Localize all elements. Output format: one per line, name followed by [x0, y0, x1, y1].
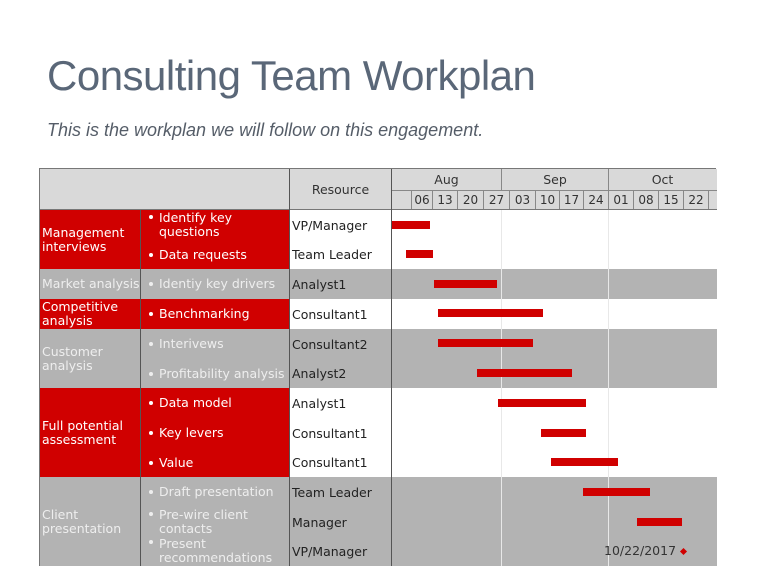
month-oct: Oct — [608, 169, 716, 190]
week-24: 24 — [583, 190, 608, 209]
bullet-icon — [149, 460, 153, 465]
band-customer — [289, 329, 717, 388]
task-bg-management — [140, 210, 289, 269]
resource-cell: Consultant1 — [292, 425, 368, 441]
bullet-icon — [149, 342, 153, 346]
week-blank-end — [708, 190, 716, 209]
bullet-icon — [149, 371, 153, 376]
bullet-icon — [149, 540, 153, 544]
task-profitability-analysis: Profitability analysis — [141, 359, 289, 388]
bullet-icon — [149, 312, 153, 316]
resource-cell: Manager — [292, 514, 347, 530]
bullet-icon — [149, 490, 153, 494]
gantt-bar-key-levers — [541, 429, 586, 437]
slide-title: Consulting Team Workplan — [47, 52, 536, 99]
gantt-bar-value — [551, 458, 618, 466]
task-data-model: Data model — [141, 388, 289, 418]
resource-cell: Analyst2 — [292, 366, 347, 381]
bullet-icon — [149, 401, 153, 405]
resource-cell: VP/Manager — [292, 217, 368, 233]
gantt-bar-identify-key-questions — [392, 221, 430, 229]
gantt-bar-pre-wire-client-contacts — [637, 518, 682, 526]
bullet-icon — [149, 282, 153, 286]
resource-divider — [289, 169, 290, 566]
milestone-date-label: 10/22/2017 — [604, 543, 677, 558]
band-management — [289, 210, 717, 269]
week-15: 15 — [658, 190, 683, 209]
group-market-analysis: Market analysis — [40, 269, 140, 299]
week-13: 13 — [432, 190, 457, 209]
task-bg-competitive — [140, 299, 289, 329]
group-customer-analysis: Customer analysis — [40, 329, 140, 388]
task-draft-presentation: Draft presentation — [141, 477, 289, 507]
resource-cell: Consultant2 — [292, 336, 368, 352]
week-17: 17 — [559, 190, 583, 209]
group-client-presentation: Client presentation — [40, 477, 140, 566]
month-aug: Aug — [391, 169, 501, 190]
task-pre-wire-client-contacts: Pre-wire client contacts — [141, 507, 289, 537]
gantt-bar-identify-key-drivers — [434, 280, 497, 288]
header-divider — [40, 209, 717, 210]
bullet-icon — [149, 431, 153, 435]
bullet-icon — [149, 252, 153, 257]
group-full-potential-assessment: Full potential assessment — [40, 388, 140, 477]
task-present-recommendations: Present recommendations — [141, 537, 289, 566]
workplan-gantt-table: Resource Aug Sep Oct 06 13 20 27 03 10 1… — [39, 168, 717, 566]
resource-cell: Team Leader — [292, 247, 372, 262]
task-value: Value — [141, 448, 289, 477]
resource-cell: VP/Manager — [292, 544, 368, 559]
gantt-bar-benchmarking — [438, 309, 543, 317]
task-interviews: Interivews — [141, 329, 289, 359]
week-27: 27 — [483, 190, 509, 209]
gridline-oct — [608, 210, 609, 566]
timeline-divider — [391, 169, 392, 566]
resource-header: Resource — [289, 169, 391, 209]
group-competitive-analysis: Competitive analysis — [40, 299, 140, 329]
band-market — [289, 269, 717, 299]
week-01: 01 — [608, 190, 633, 209]
task-identify-key-questions: Identify key questions — [141, 210, 289, 240]
week-blank — [391, 190, 411, 209]
task-bg-market — [140, 269, 289, 299]
week-03: 03 — [509, 190, 535, 209]
resource-cell: Team Leader — [292, 484, 372, 500]
gantt-bar-data-requests — [406, 250, 433, 258]
task-bg-client — [140, 477, 289, 566]
resource-cell: Consultant1 — [292, 306, 368, 322]
resource-cell: Analyst1 — [292, 395, 347, 411]
week-08: 08 — [633, 190, 658, 209]
task-data-requests: Data requests — [141, 240, 289, 269]
header-blank-cell — [40, 169, 289, 209]
task-key-levers: Key levers — [141, 418, 289, 448]
slide-subtitle: This is the workplan we will follow on t… — [47, 120, 484, 140]
month-sep: Sep — [501, 169, 608, 190]
resource-cell: Analyst1 — [292, 276, 347, 292]
week-06: 06 — [411, 190, 432, 209]
gantt-bar-interviews — [438, 339, 533, 347]
gantt-bar-profitability-analysis — [477, 369, 572, 377]
task-bg-full-potential — [140, 388, 289, 477]
timeline-header — [391, 169, 717, 209]
task-benchmarking: Benchmarking — [141, 299, 289, 329]
group-management-interviews: Management interviews — [40, 210, 140, 269]
week-10: 10 — [535, 190, 559, 209]
task-bg-customer — [140, 329, 289, 388]
bullet-icon — [149, 215, 153, 219]
resource-cell: Consultant1 — [292, 455, 368, 470]
gantt-bar-data-model — [498, 399, 586, 407]
gridline-sep — [501, 210, 502, 566]
task-identify-key-drivers: Identiy key drivers — [141, 269, 289, 299]
week-20: 20 — [457, 190, 483, 209]
gantt-bar-draft-presentation — [583, 488, 650, 496]
week-22: 22 — [683, 190, 708, 209]
bullet-icon — [149, 512, 153, 516]
month-divider — [391, 190, 717, 191]
